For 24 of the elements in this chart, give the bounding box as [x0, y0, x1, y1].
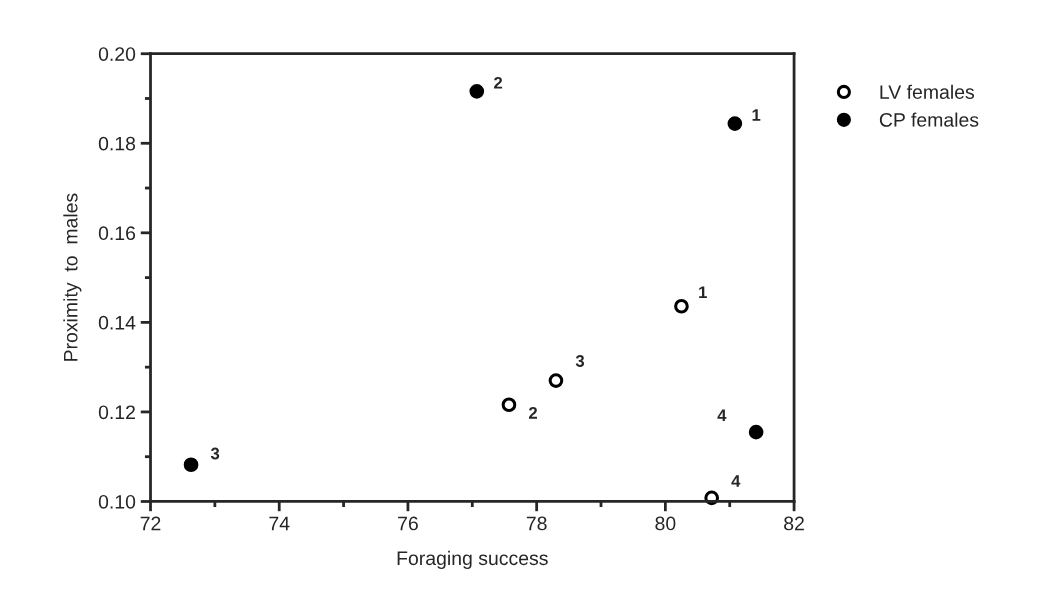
y-tick-label: 0.20 [98, 47, 136, 61]
annotation: 1 [752, 109, 761, 121]
y-tick-label: 0.16 [98, 226, 136, 241]
x-tick-label: 78 [526, 516, 547, 531]
y-tick-label: 0.10 [98, 494, 136, 509]
y-tick-label: 0.18 [98, 136, 136, 151]
annotation: 2 [529, 407, 538, 419]
y-axis-title: Proximity to males [63, 193, 82, 361]
annotation: 2 [494, 76, 503, 89]
x-axis-title: Foraging success [397, 550, 548, 569]
legend-label: CP females [879, 112, 979, 127]
legend-label: LV females [880, 84, 975, 99]
y-tick-label: 0.12 [98, 405, 135, 420]
x-tick-label: 82 [784, 516, 804, 531]
annotation: 4 [717, 409, 727, 421]
annotation: 3 [210, 447, 220, 460]
x-tick-label: 74 [269, 516, 290, 531]
annotation: 3 [575, 355, 585, 367]
y-tick-label: 0.14 [98, 315, 136, 330]
annotation: 4 [731, 475, 741, 487]
x-tick-label: 80 [655, 516, 676, 531]
x-tick-label: 72 [140, 516, 161, 531]
x-tick-label: 76 [398, 516, 418, 531]
annotation: 1 [699, 286, 707, 298]
